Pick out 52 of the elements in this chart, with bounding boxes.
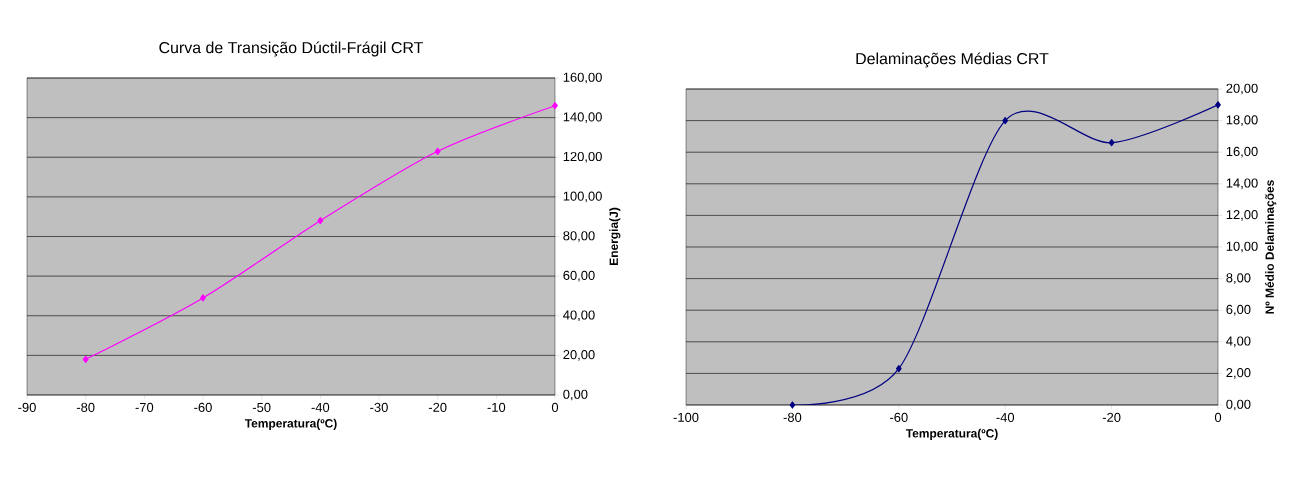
- x-tick-label: -10: [487, 402, 506, 412]
- y-axis-title: Nº Médio Delaminações: [1265, 180, 1277, 314]
- x-tick-label: -20: [428, 402, 447, 412]
- y-tick-label: 2,00: [1226, 368, 1251, 379]
- x-tick-label: -60: [194, 402, 212, 412]
- x-tick-label: -90: [18, 402, 36, 412]
- x-tick-label: 0: [1214, 412, 1222, 422]
- y-tick-label: 100,00: [563, 191, 602, 203]
- y-tick-label: 8,00: [1226, 273, 1251, 284]
- x-tick-label: -40: [996, 412, 1015, 422]
- point: [1215, 101, 1221, 109]
- y-tick-label: 20,00: [1226, 83, 1258, 95]
- y-tick-label: 10,00: [1226, 241, 1258, 253]
- point: [895, 365, 902, 373]
- y-tick-label: 6,00: [1226, 304, 1251, 316]
- x-tick-label: -30: [370, 402, 388, 412]
- y-tick-label: 18,00: [1226, 115, 1258, 126]
- y-tick-label: 140,00: [563, 112, 602, 123]
- x-axis-title: Temperatura(ºC): [905, 428, 998, 440]
- y-tick-label: 120,00: [563, 151, 602, 163]
- chart-title: Delaminações Médias CRT: [856, 52, 1049, 68]
- x-tick-label: -80: [76, 402, 95, 412]
- y-tick-label: 40,00: [563, 310, 595, 322]
- point: [1002, 117, 1009, 125]
- y-tick-label: 4,00: [1226, 336, 1251, 348]
- y-tick-label: 12,00: [1226, 210, 1258, 221]
- x-tick-label: -50: [252, 402, 271, 412]
- point: [317, 217, 324, 225]
- point: [200, 294, 206, 302]
- y-tick-label: 60,00: [563, 270, 595, 282]
- x-tick-label: -100: [673, 412, 699, 422]
- point: [434, 147, 441, 155]
- y-tick-label: 0,00: [563, 389, 588, 401]
- x-tick-label: -20: [1102, 412, 1121, 422]
- x-tick-label: -60: [890, 412, 908, 422]
- y-tick-label: 160,00: [563, 72, 602, 84]
- y-tick-label: 16,00: [1226, 146, 1258, 158]
- y-axis-title: Energia(J): [609, 207, 621, 265]
- x-tick-label: -40: [311, 402, 330, 412]
- y-tick-label: 14,00: [1226, 178, 1258, 190]
- x-axis-title: Temperatura(ºC): [244, 418, 337, 430]
- point: [552, 102, 558, 110]
- point: [789, 401, 796, 409]
- y-tick-label: 20,00: [563, 350, 595, 361]
- x-tick-label: -80: [783, 412, 802, 422]
- point: [1108, 139, 1115, 147]
- y-tick-label: 80,00: [563, 231, 595, 242]
- x-tick-label: 0: [551, 402, 559, 412]
- chart-title: Curva de Transição Dúctil-Frágil CRT: [159, 41, 424, 57]
- y-tick-label: 0,00: [1226, 399, 1251, 411]
- point: [82, 355, 89, 363]
- x-tick-label: -70: [135, 402, 154, 412]
